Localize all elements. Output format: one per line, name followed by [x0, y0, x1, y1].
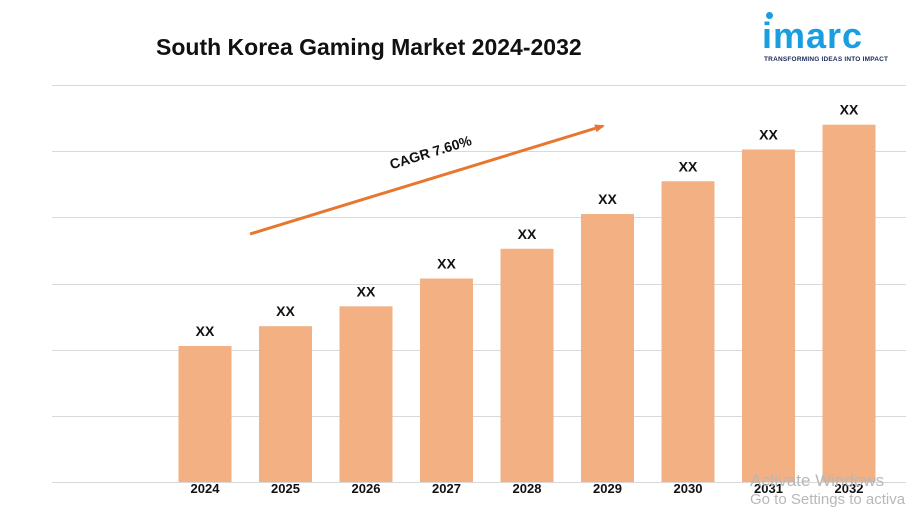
- bar-2030: [661, 181, 715, 482]
- x-tick-2026: 2026: [352, 481, 381, 496]
- x-axis-ticks: 2024 2025 2026 2027 2028 2029 2030 2031 2032: [191, 481, 864, 496]
- logo-wordmark: imarc: [762, 15, 864, 56]
- data-label-2028: XX: [518, 226, 537, 242]
- x-tick-2030: 2030: [674, 481, 703, 496]
- bar-2032: [822, 124, 876, 482]
- x-tick-2031: 2031: [754, 481, 783, 496]
- bar-2025: [259, 326, 312, 482]
- x-tick-2027: 2027: [432, 481, 461, 496]
- imarc-logo: imarc TRANSFORMING IDEAS INTO IMPACT: [762, 12, 894, 68]
- cagr-label: CAGR 7.60%: [388, 132, 474, 172]
- data-label-2024: XX: [196, 323, 215, 339]
- data-label-2025: XX: [276, 303, 295, 319]
- bar-2024: [178, 346, 232, 482]
- activate-windows-watermark: Activate Windows Go to Settings to activ…: [750, 471, 905, 509]
- data-label-2030: XX: [679, 158, 698, 174]
- bar-2027: [420, 278, 473, 482]
- data-label-2031: XX: [759, 127, 778, 143]
- bar-2029: [581, 214, 634, 482]
- data-label-2027: XX: [437, 256, 456, 272]
- x-tick-2024: 2024: [191, 481, 221, 496]
- logo-tagline: TRANSFORMING IDEAS INTO IMPACT: [764, 56, 889, 63]
- watermark-line-2: Go to Settings to activa: [750, 491, 906, 508]
- x-tick-2032: 2032: [835, 481, 864, 496]
- x-tick-2029: 2029: [593, 481, 622, 496]
- x-tick-2025: 2025: [271, 481, 300, 496]
- bar-2028: [500, 248, 554, 482]
- watermark-line-1: Activate Windows: [750, 471, 885, 490]
- cagr-arrow: [249, 124, 605, 236]
- data-label-2032: XX: [840, 102, 859, 118]
- bars: [178, 124, 876, 482]
- data-labels: XX XX XX XX XX XX XX XX XX: [196, 102, 859, 339]
- x-tick-2028: 2028: [513, 481, 542, 496]
- data-label-2029: XX: [598, 191, 617, 207]
- chart-title: South Korea Gaming Market 2024-2032: [156, 34, 582, 60]
- logo-dot: [766, 12, 773, 19]
- data-label-2026: XX: [357, 283, 376, 299]
- bar-2026: [339, 306, 393, 482]
- bar-2031: [742, 149, 795, 482]
